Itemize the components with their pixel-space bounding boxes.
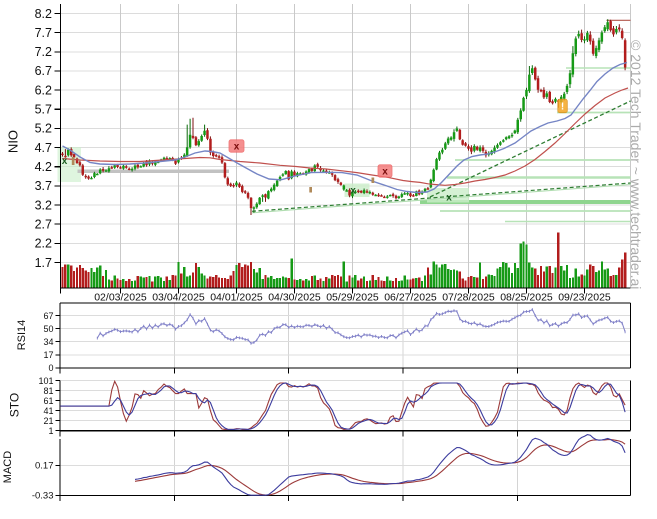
svg-text:61: 61 <box>43 396 53 406</box>
svg-text:x: x <box>62 156 68 167</box>
svg-text:4.2: 4.2 <box>35 160 52 174</box>
svg-text:x: x <box>382 167 388 178</box>
svg-text:08/25/2025: 08/25/2025 <box>500 292 553 304</box>
svg-text:04/01/2025: 04/01/2025 <box>210 292 263 304</box>
svg-text:1.7: 1.7 <box>35 256 52 270</box>
svg-text:x: x <box>350 186 356 197</box>
svg-text:67: 67 <box>43 311 53 321</box>
svg-text:1: 1 <box>48 426 53 436</box>
svg-text:5.2: 5.2 <box>35 122 52 136</box>
svg-text:3.7: 3.7 <box>35 179 52 193</box>
svg-text:50: 50 <box>43 324 53 334</box>
svg-text:81: 81 <box>43 386 53 396</box>
svg-text:7.7: 7.7 <box>35 26 52 40</box>
svg-text:!: ! <box>561 102 564 113</box>
svg-text:0.17: 0.17 <box>35 461 54 472</box>
svg-text:41: 41 <box>43 406 53 416</box>
svg-text:2.2: 2.2 <box>35 237 52 251</box>
svg-text:7.2: 7.2 <box>35 45 52 59</box>
svg-text:06/27/2025: 06/27/2025 <box>384 292 437 304</box>
svg-text:5.7: 5.7 <box>35 103 52 117</box>
svg-text:x: x <box>234 142 240 153</box>
svg-text:6.2: 6.2 <box>35 83 52 97</box>
svg-text:STO: STO <box>8 393 22 417</box>
svg-text:-0.33: -0.33 <box>32 491 54 502</box>
svg-text:0: 0 <box>48 363 53 373</box>
svg-text:101: 101 <box>38 376 53 386</box>
svg-text:8.2: 8.2 <box>35 7 52 21</box>
svg-text:17: 17 <box>43 350 53 360</box>
svg-text:04/30/2025: 04/30/2025 <box>268 292 321 304</box>
svg-text:34: 34 <box>43 337 53 347</box>
svg-text:21: 21 <box>43 416 53 426</box>
svg-text:4.7: 4.7 <box>35 141 52 155</box>
svg-text:2.7: 2.7 <box>35 217 52 231</box>
svg-text:05/29/2025: 05/29/2025 <box>326 292 379 304</box>
svg-text:MACD: MACD <box>2 451 14 483</box>
svg-text:02/03/2025: 02/03/2025 <box>94 292 147 304</box>
svg-text:6.7: 6.7 <box>35 64 52 78</box>
svg-text:03/04/2025: 03/04/2025 <box>152 292 205 304</box>
svg-text:© 2012 Tech Trader ~ www.techt: © 2012 Tech Trader ~ www.techtrader.ai <box>628 40 644 289</box>
svg-text:NIO: NIO <box>6 130 21 153</box>
svg-text:07/28/2025: 07/28/2025 <box>442 292 495 304</box>
svg-text:3.2: 3.2 <box>35 198 52 212</box>
svg-text:x: x <box>446 193 452 204</box>
svg-text:09/23/2025: 09/23/2025 <box>558 292 611 304</box>
svg-text:RSI14: RSI14 <box>16 320 28 351</box>
